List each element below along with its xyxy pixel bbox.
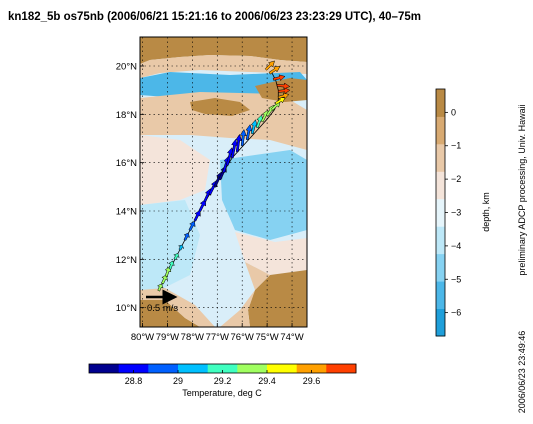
temperature-colorbar-ticks: 28.8 29 29.2 29.4 29.6 [125, 370, 321, 386]
temperature-tick-label: 29.2 [214, 376, 232, 386]
temperature-color-segment [148, 364, 179, 373]
depth-color-segment [436, 171, 445, 200]
depth-color-segment [436, 226, 445, 255]
land-jamaica [190, 98, 250, 116]
temperature-colorbar-label: Temperature, deg C [182, 388, 262, 398]
depth-tick-label: 0 [451, 107, 456, 117]
depth-color-segment [436, 308, 445, 337]
velocity-arrow [188, 220, 196, 232]
y-tick-label: 12°N [116, 255, 137, 266]
temperature-tick-label: 29.4 [258, 376, 276, 386]
land-panama [140, 300, 200, 327]
y-tick-label: 16°N [116, 158, 137, 169]
depth-colorbar-ticks: 0 −1 −2 −3 −4 −5 −6 [445, 107, 461, 318]
velocity-arrow [183, 232, 190, 241]
y-tick-label: 14°N [116, 207, 137, 218]
temperature-color-segment [89, 364, 120, 373]
shelf-east-south [235, 232, 307, 275]
velocity-vectors [156, 60, 291, 292]
temperature-colorbar-fill [89, 364, 357, 373]
temperature-color-segment [296, 364, 327, 373]
velocity-arrow [272, 74, 286, 82]
temperature-color-segment [118, 364, 149, 373]
velocity-arrow [193, 209, 201, 222]
velocity-arrow [168, 260, 175, 270]
velocity-arrow [250, 119, 258, 135]
depth-tick-label: −4 [451, 241, 461, 251]
x-tick-label: 75°W [255, 332, 278, 343]
shelf-north [140, 55, 307, 78]
velocity-arrow [260, 109, 269, 123]
x-tick-label: 76°W [231, 332, 254, 343]
depth-tick-label: −2 [451, 174, 461, 184]
depth-color-segment [436, 198, 445, 227]
ridge-jamaica-shelf [140, 92, 307, 150]
depth-color-segment [436, 253, 445, 282]
depth-tick-label: −5 [451, 274, 461, 284]
x-tick-label: 80°W [131, 332, 154, 343]
temperature-tick-label: 29.6 [303, 376, 321, 386]
y-axis-ticks: 20°N 18°N 16°N 14°N 12°N 10°N [116, 62, 144, 314]
y-tick-label: 18°N [116, 110, 137, 121]
temperature-color-segment [207, 364, 238, 373]
velocity-arrow [161, 274, 168, 285]
y-tick-label: 10°N [116, 303, 137, 314]
rise-west [140, 135, 210, 205]
velocity-arrow [177, 244, 185, 251]
processing-note: preliminary ADCP processing, Univ. Hawai… [517, 104, 527, 275]
x-axis-ticks: 80°W 79°W 78°W 77°W 76°W 75°W 74°W [131, 323, 304, 343]
depth-colorbar-fill [436, 89, 445, 337]
x-tick-label: 79°W [156, 332, 179, 343]
x-tick-label: 78°W [181, 332, 204, 343]
depth-color-segment [436, 281, 445, 309]
temperature-colorbar: 28.8 29 29.2 29.4 29.6 Temperature, deg C [88, 363, 357, 398]
plot-timestamp: 2006/06/23 23:49:46 [517, 331, 527, 414]
velocity-arrow [156, 283, 164, 292]
depth-color-segment [436, 116, 445, 145]
deep-colombian [220, 150, 307, 240]
depth-tick-label: −1 [451, 141, 461, 151]
temperature-color-segment [178, 364, 209, 373]
temperature-tick-label: 29 [173, 376, 183, 386]
velocity-arrow [230, 138, 238, 159]
velocity-arrow [277, 87, 291, 95]
depth-tick-label: −6 [451, 308, 461, 318]
depth-colorbar-label: depth, km [481, 192, 491, 232]
depth-tick-label: −3 [451, 208, 461, 218]
velocity-arrow [245, 124, 253, 141]
velocity-arrow [198, 198, 206, 212]
x-tick-label: 74°W [280, 332, 303, 343]
deep-south [140, 200, 200, 295]
temperature-tick-label: 28.8 [125, 376, 143, 386]
scale-arrow-label: 0.5 m/s [147, 303, 178, 314]
velocity-arrow [264, 60, 275, 71]
temperature-color-segment [267, 364, 298, 373]
velocity-arrow [268, 66, 281, 75]
velocity-arrow [203, 188, 212, 203]
map-frame [139, 36, 308, 328]
chart-title: kn182_5b os75nb (2006/06/21 15:21:16 to … [8, 11, 421, 23]
velocity-arrow [277, 92, 290, 100]
shelf-colombia [220, 262, 270, 327]
velocity-arrow [276, 82, 291, 90]
temperature-color-segment [237, 364, 268, 373]
depth-color-segment [436, 143, 445, 172]
land-cuba [140, 37, 307, 64]
x-tick-label: 77°W [206, 332, 229, 343]
map-panel: 80°W 79°W 78°W 77°W 76°W 75°W 74°W 20°N 18°N 16°… [116, 36, 308, 343]
velocity-arrow [173, 253, 180, 261]
temperature-color-segment [326, 364, 357, 373]
depth-color-segment [436, 89, 445, 117]
y-tick-label: 20°N [116, 62, 137, 73]
velocity-arrow [235, 133, 243, 153]
depth-colorbar: 0 −1 −2 −3 −4 −5 −6 depth, km [435, 88, 491, 337]
velocity-arrow [239, 128, 247, 147]
bathymetry-shading [140, 37, 307, 327]
